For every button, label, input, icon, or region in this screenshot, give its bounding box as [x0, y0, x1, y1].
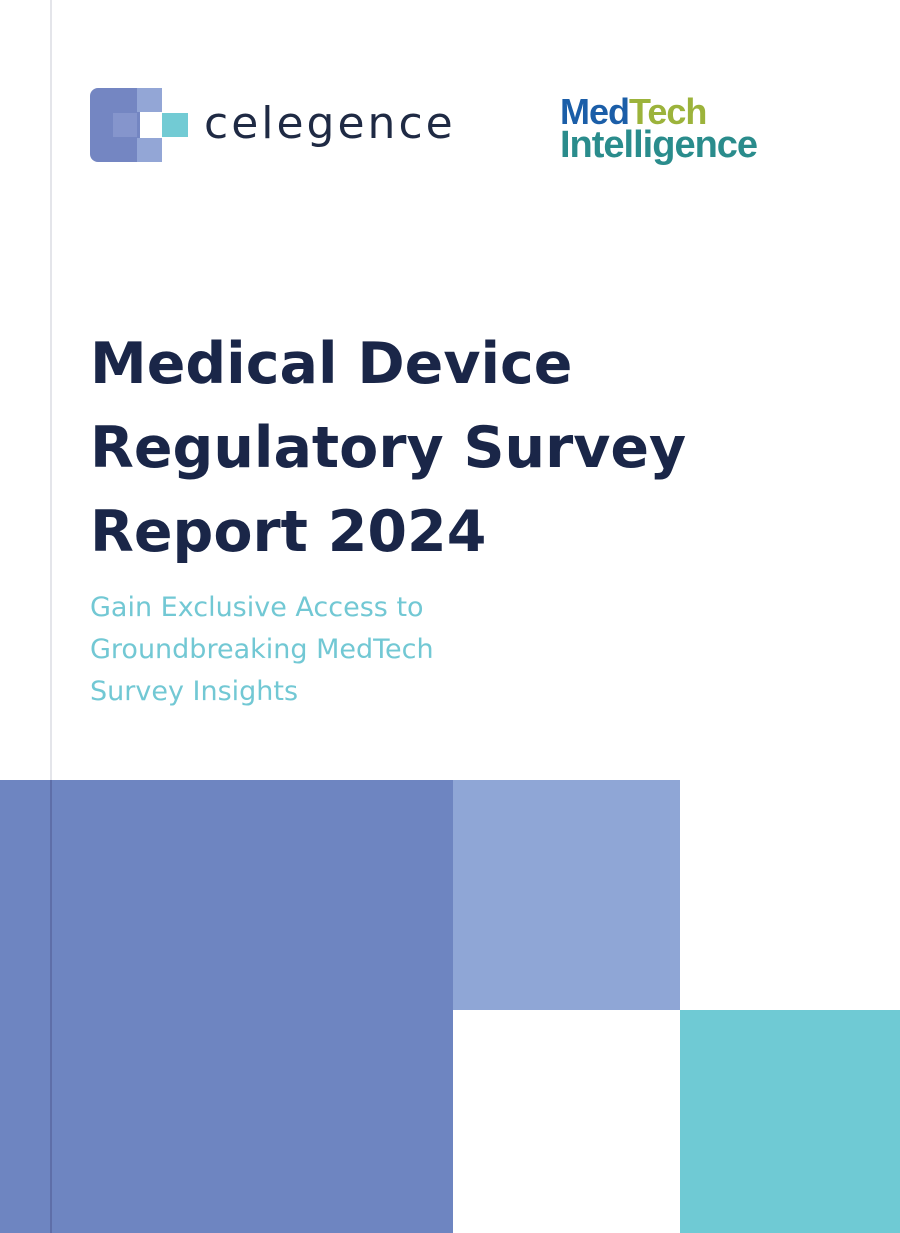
medtech-logo-med: Med — [560, 91, 630, 132]
report-subtitle-line: Gain Exclusive Access to — [90, 592, 424, 623]
report-title-line: Regulatory Survey — [90, 415, 687, 481]
medtech-logo-intelligence: Intelligence — [560, 124, 758, 166]
report-subtitle: Gain Exclusive Access to Groundbreaking … — [90, 587, 610, 713]
decorative-block-teal — [680, 1010, 900, 1233]
medtech-logo-tech: Tech — [629, 91, 707, 132]
report-title-line: Report 2024 — [90, 499, 487, 565]
decorative-block-main — [0, 780, 453, 1233]
report-title-line: Medical Device — [90, 331, 573, 397]
celegence-wordmark: celegence — [204, 98, 456, 149]
celegence-logo: celegence — [90, 88, 500, 164]
medtech-logo-line1: MedTech — [560, 91, 707, 132]
report-title: Medical Device Regulatory Survey Report … — [90, 322, 730, 574]
decorative-block-light — [453, 780, 680, 1010]
page-spine-line-overlay — [50, 780, 52, 1233]
celegence-mark-icon — [90, 88, 188, 162]
page-spine-line — [50, 0, 52, 1233]
report-subtitle-line: Survey Insights — [90, 676, 299, 707]
report-subtitle-line: Groundbreaking MedTech — [90, 634, 434, 665]
medtech-intelligence-logo: MedTech Intelligence — [560, 94, 810, 170]
